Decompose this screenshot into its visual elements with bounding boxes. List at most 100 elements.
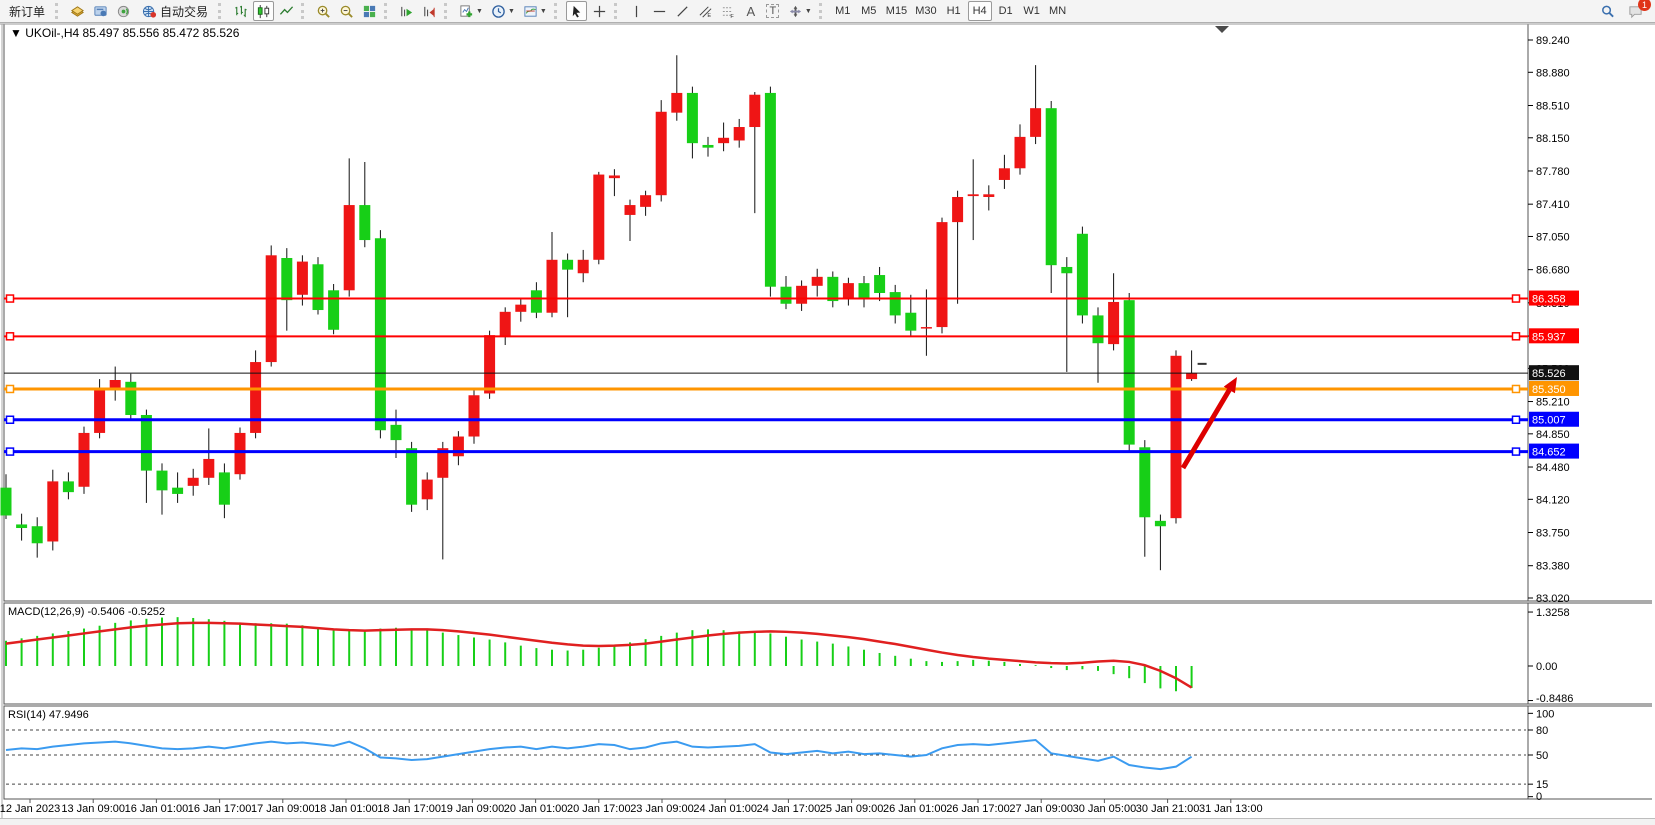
time-axis-label: 26 Jan 17:00 (946, 803, 1010, 815)
price-tag (1529, 380, 1579, 396)
time-axis-label: 12 Jan 2023 (0, 803, 60, 815)
channel-tool-button[interactable]: E (695, 1, 716, 21)
navigator-button[interactable] (90, 1, 111, 21)
line-handle[interactable] (1511, 384, 1521, 394)
candle-body (0, 487, 12, 516)
new-order-button[interactable]: 新订单 (3, 1, 51, 21)
price-axis-label: 83.020 (1536, 593, 1570, 605)
price-axis-label: 88.510 (1536, 100, 1570, 112)
line-handle[interactable] (5, 415, 15, 424)
timeframe-m1-button[interactable]: M1 (831, 1, 855, 21)
period-dropdown[interactable]: ▼ (488, 1, 518, 21)
zoom-in-button[interactable] (313, 1, 334, 21)
candlestick-mode-button[interactable] (253, 1, 275, 21)
trend-arrow-head[interactable] (1223, 377, 1237, 394)
horizontal-level-line-85.007[interactable] (4, 415, 1528, 424)
candle-body (1170, 355, 1182, 519)
autotrading-button[interactable]: 自动交易 (136, 1, 214, 21)
horizontal-level-line-86.358[interactable] (4, 294, 1528, 303)
candle-body (515, 304, 527, 312)
candle-body (1030, 108, 1042, 137)
timeframe-w1-button[interactable]: W1 (1020, 1, 1044, 21)
timeframe-mn-button[interactable]: MN (1046, 1, 1070, 21)
line-handle[interactable] (1511, 415, 1521, 424)
autotrading-icon (142, 5, 157, 18)
time-axis-label: 26 Jan 01:00 (883, 803, 947, 815)
rsi-axis-label: 100 (1536, 708, 1554, 720)
notification-badge: 1 (1638, 0, 1651, 11)
price-axis-label: 84.480 (1536, 462, 1570, 474)
search-button[interactable] (1597, 1, 1618, 21)
line-handle[interactable] (5, 332, 15, 341)
templates-dropdown[interactable]: ▼ (520, 1, 550, 21)
dropdown-caret: ▼ (539, 7, 547, 15)
text-tool-button[interactable]: A (741, 1, 761, 21)
candle-body (218, 472, 230, 505)
market-watch-button[interactable] (67, 1, 88, 21)
trend-arrow[interactable] (1180, 377, 1237, 470)
crosshair-tool-button[interactable] (589, 1, 610, 21)
autotrading-label: 自动交易 (160, 4, 209, 19)
arrows-dropdown[interactable]: ▼ (785, 1, 815, 21)
tile-windows-button[interactable] (359, 1, 380, 21)
line-handle[interactable] (1511, 294, 1521, 303)
label-tool-button[interactable]: T (763, 1, 783, 21)
price-axis-label: 84.120 (1536, 494, 1570, 506)
candle-body (796, 285, 808, 304)
line-chart-mode-button[interactable] (276, 1, 297, 21)
candle-body (998, 168, 1010, 180)
price-axis-label: 87.780 (1536, 166, 1570, 178)
horizontal-level-line-85.35[interactable] (4, 384, 1528, 394)
zoom-in-icon (317, 5, 330, 18)
candle-body (967, 194, 979, 197)
chart-shift-button[interactable] (419, 1, 440, 21)
auto-scroll-button[interactable] (396, 1, 417, 21)
candle-body (281, 257, 293, 301)
text-tool-icon: A (746, 3, 756, 19)
candle-body (764, 92, 776, 287)
zoom-out-button[interactable] (336, 1, 357, 21)
price-axis-label: 89.240 (1536, 35, 1570, 47)
cursor-tool-button[interactable] (565, 1, 587, 21)
timeframe-m5-button[interactable]: M5 (857, 1, 881, 21)
trendline-tool-button[interactable] (672, 1, 693, 21)
status-bar (0, 818, 1655, 825)
macd-signal-line (5, 621, 1193, 689)
vertical-line-tool-button[interactable] (626, 1, 647, 21)
new-chart-dropdown[interactable]: ▼ (456, 1, 486, 21)
trend-arrow-shaft[interactable] (1180, 388, 1232, 470)
toolbar-grip (55, 3, 63, 19)
timeframe-m15-button[interactable]: M15 (883, 1, 910, 21)
candle-body (546, 259, 558, 313)
timeframe-h1-button[interactable]: H1 (942, 1, 966, 21)
timeframe-h4-button[interactable]: H4 (967, 1, 992, 21)
fibonacci-tool-button[interactable]: F (718, 1, 739, 21)
line-handle[interactable] (5, 447, 15, 456)
horizontal-level-line-85.937[interactable] (4, 332, 1528, 341)
time-axis-label: 16 Jan 17:00 (188, 803, 252, 815)
time-axis-label: 20 Jan 17:00 (567, 803, 631, 815)
horizontal-line-tool-button[interactable] (649, 1, 670, 21)
candle-body (484, 335, 496, 394)
zoom-out-icon (340, 5, 353, 18)
timeframe-m30-button[interactable]: M30 (912, 1, 939, 21)
line-handle[interactable] (5, 294, 15, 303)
timeframe-d1-button[interactable]: D1 (994, 1, 1018, 21)
candle-body (421, 479, 433, 500)
bar-chart-mode-button[interactable] (230, 1, 251, 21)
signals-button[interactable] (113, 1, 134, 21)
chart-shift-marker[interactable] (1215, 26, 1229, 33)
new-chart-icon (460, 4, 473, 17)
notifications-button[interactable]: 1 (1625, 0, 1651, 21)
line-handle[interactable] (5, 384, 15, 394)
candle-body (234, 432, 246, 475)
time-axis-label: 30 Jan 21:00 (1136, 803, 1200, 815)
horizontal-level-line-84.652[interactable] (4, 447, 1528, 456)
candle-body (936, 222, 948, 328)
candle-body (1045, 108, 1057, 266)
line-handle[interactable] (1511, 332, 1521, 341)
line-handle[interactable] (1511, 447, 1521, 456)
candle-body (390, 424, 402, 441)
candle-body (328, 290, 340, 330)
